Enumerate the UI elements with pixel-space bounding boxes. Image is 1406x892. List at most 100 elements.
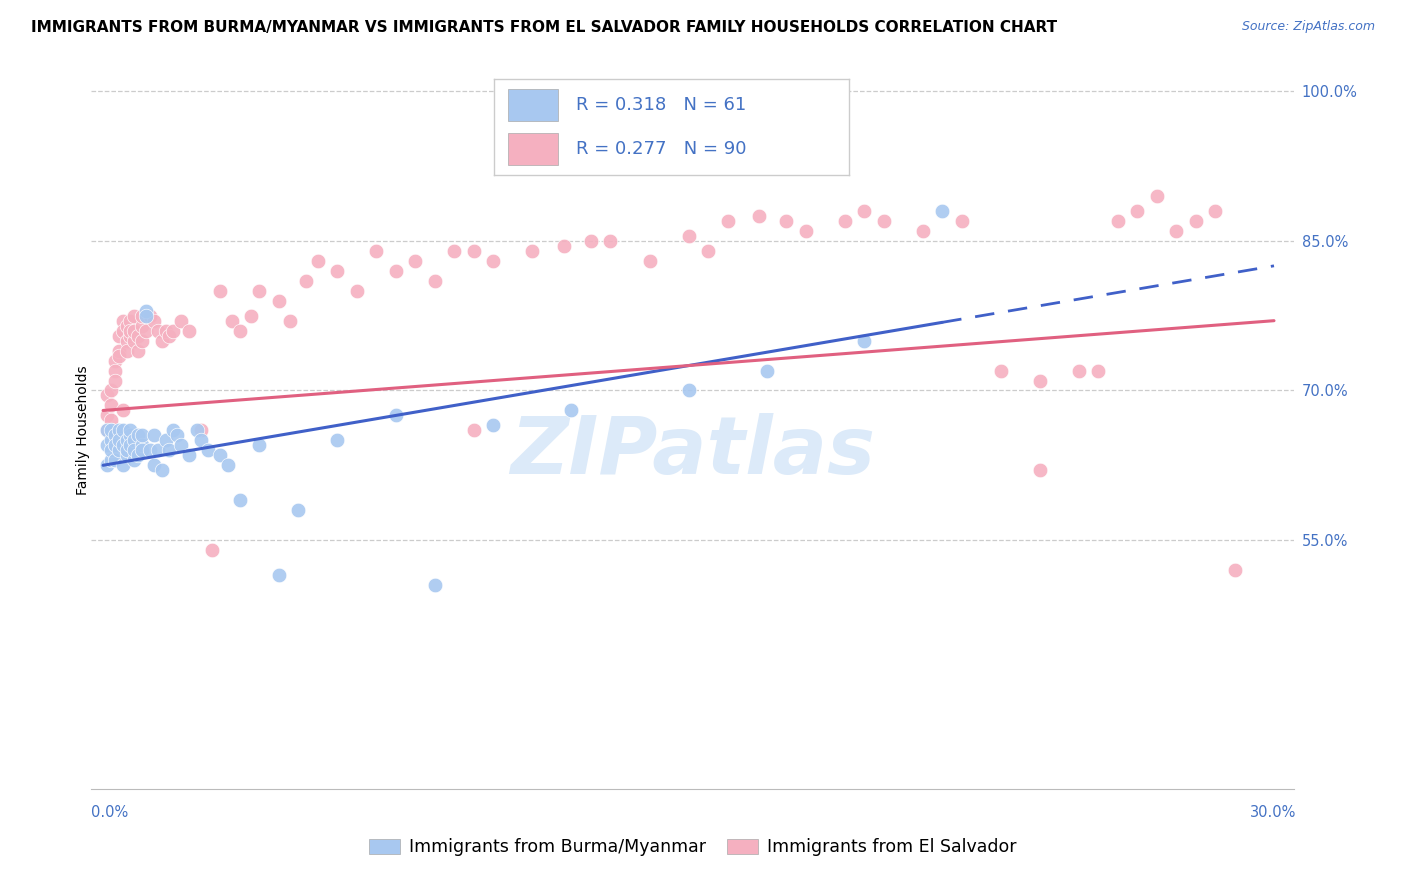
Point [186, 424, 208, 438]
Point [100, 434, 122, 448]
Point [96, 409, 118, 423]
Point [115, 343, 138, 358]
Point [950, 214, 973, 228]
Point [104, 363, 127, 377]
Point [124, 443, 146, 458]
Point [638, 253, 661, 268]
Text: Source: ZipAtlas.com: Source: ZipAtlas.com [1241, 20, 1375, 33]
Point [96, 438, 118, 452]
Point [599, 154, 621, 169]
Point [120, 314, 142, 328]
Point [115, 448, 138, 462]
Point [104, 428, 127, 442]
Point [579, 234, 602, 248]
Point [190, 424, 212, 438]
Point [131, 428, 153, 442]
Point [155, 324, 177, 338]
Point [131, 309, 153, 323]
Point [115, 443, 138, 458]
Point [146, 324, 169, 338]
Point [197, 443, 219, 458]
Point [1087, 363, 1109, 377]
Point [794, 224, 817, 238]
Point [159, 443, 181, 458]
Point [177, 448, 200, 462]
Point [240, 309, 263, 323]
Point [104, 438, 127, 452]
Point [135, 324, 157, 338]
Point [111, 324, 134, 338]
Point [295, 274, 318, 288]
Point [166, 428, 188, 442]
Point [326, 434, 349, 448]
Point [716, 214, 738, 228]
Point [111, 314, 134, 328]
Point [228, 324, 250, 338]
Point [100, 384, 122, 398]
Point [120, 324, 142, 338]
Point [142, 314, 165, 328]
Point [131, 318, 153, 333]
Point [131, 438, 153, 452]
Point [463, 424, 485, 438]
Point [96, 424, 118, 438]
Point [834, 214, 856, 228]
Point [443, 244, 465, 258]
Point [463, 244, 485, 258]
Point [150, 334, 173, 348]
Point [366, 244, 388, 258]
Point [748, 209, 770, 223]
Point [247, 284, 270, 298]
Point [228, 493, 250, 508]
Point [120, 328, 142, 343]
Point [107, 349, 129, 363]
Point [326, 264, 349, 278]
Point [853, 204, 876, 219]
Legend: Immigrants from Burma/Myanmar, Immigrants from El Salvador: Immigrants from Burma/Myanmar, Immigrant… [361, 831, 1024, 863]
Point [678, 228, 700, 243]
Point [170, 438, 193, 452]
Point [100, 424, 122, 438]
Point [115, 334, 138, 348]
Point [124, 434, 146, 448]
Point [115, 434, 138, 448]
Point [201, 543, 224, 558]
Point [1067, 363, 1090, 377]
Point [96, 424, 118, 438]
Point [931, 204, 953, 219]
Point [385, 409, 408, 423]
Point [307, 253, 329, 268]
Point [100, 424, 122, 438]
Text: 30.0%: 30.0% [1250, 805, 1296, 821]
Point [247, 438, 270, 452]
Point [346, 284, 368, 298]
Point [111, 424, 134, 438]
Point [146, 443, 169, 458]
Point [423, 274, 446, 288]
Point [124, 334, 146, 348]
Point [107, 328, 129, 343]
Point [404, 253, 426, 268]
Point [775, 214, 797, 228]
Point [280, 314, 302, 328]
Point [678, 384, 700, 398]
Point [553, 239, 575, 253]
Point [120, 438, 142, 452]
Point [1107, 214, 1129, 228]
Point [131, 443, 153, 458]
Point [107, 343, 129, 358]
Point [287, 503, 309, 517]
Point [1185, 214, 1208, 228]
Point [522, 244, 544, 258]
Point [155, 434, 177, 448]
Point [599, 234, 621, 248]
Point [560, 403, 582, 417]
Point [142, 458, 165, 473]
Point [124, 309, 146, 323]
Point [104, 353, 127, 368]
Point [217, 458, 239, 473]
Point [142, 428, 165, 442]
Point [127, 328, 149, 343]
Point [1166, 224, 1188, 238]
Point [127, 448, 149, 462]
